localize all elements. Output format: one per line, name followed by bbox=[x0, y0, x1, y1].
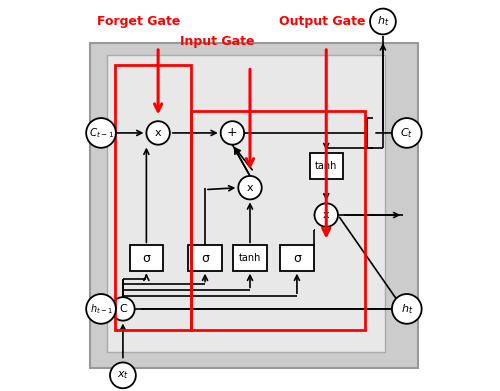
Text: $h_{t-1}$: $h_{t-1}$ bbox=[90, 302, 112, 316]
Circle shape bbox=[238, 176, 262, 199]
Bar bbox=[310, 154, 343, 179]
Text: +: + bbox=[227, 126, 237, 140]
Circle shape bbox=[86, 118, 116, 148]
Text: x: x bbox=[155, 128, 162, 138]
Circle shape bbox=[146, 121, 170, 145]
Text: $C_t$: $C_t$ bbox=[400, 126, 413, 140]
Text: Output Gate: Output Gate bbox=[279, 15, 366, 28]
Text: tanh: tanh bbox=[239, 253, 261, 263]
Bar bbox=[90, 43, 418, 368]
Text: σ: σ bbox=[293, 251, 301, 265]
Circle shape bbox=[220, 121, 244, 145]
Bar bbox=[130, 246, 163, 271]
Circle shape bbox=[370, 9, 396, 34]
Text: Forget Gate: Forget Gate bbox=[97, 15, 180, 28]
Text: $h_t$: $h_t$ bbox=[377, 14, 389, 29]
Bar bbox=[192, 111, 366, 330]
Circle shape bbox=[86, 294, 116, 324]
Text: σ: σ bbox=[142, 251, 150, 265]
Text: tanh: tanh bbox=[315, 161, 338, 171]
Text: Input Gate: Input Gate bbox=[180, 34, 254, 48]
Bar bbox=[108, 55, 385, 352]
Circle shape bbox=[392, 118, 422, 148]
Bar bbox=[188, 246, 222, 271]
Text: $x_t$: $x_t$ bbox=[117, 369, 129, 381]
Circle shape bbox=[110, 362, 136, 388]
Bar bbox=[115, 65, 192, 330]
Text: $C_{t-1}$: $C_{t-1}$ bbox=[88, 126, 114, 140]
Circle shape bbox=[111, 297, 134, 321]
Text: σ: σ bbox=[201, 251, 209, 265]
Circle shape bbox=[314, 203, 338, 227]
Text: C: C bbox=[119, 304, 127, 314]
Text: x: x bbox=[246, 183, 254, 193]
Bar bbox=[280, 246, 314, 271]
Text: $h_t$: $h_t$ bbox=[400, 302, 413, 316]
Text: x: x bbox=[323, 210, 330, 220]
Bar bbox=[234, 246, 266, 271]
Circle shape bbox=[392, 294, 422, 324]
